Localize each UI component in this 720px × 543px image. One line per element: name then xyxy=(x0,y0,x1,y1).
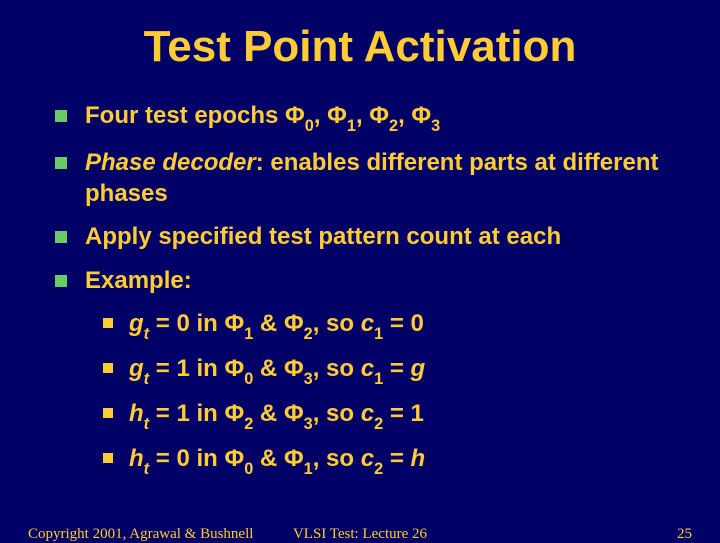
sub-bullet-icon xyxy=(103,318,113,328)
square-bullet-icon xyxy=(55,275,67,287)
sub-bullet-icon xyxy=(103,453,113,463)
square-bullet-icon xyxy=(55,231,67,243)
sub-text: ht = 1 in Φ2 & Φ3, so c2 = 1 xyxy=(129,398,424,433)
square-bullet-icon xyxy=(55,157,67,169)
footer-page-number: 25 xyxy=(677,526,692,543)
bullet-text: Apply specified test pattern count at ea… xyxy=(85,221,561,252)
sub-text: gt = 1 in Φ0 & Φ3, so c1 = g xyxy=(129,353,425,388)
sub-item: gt = 1 in Φ0 & Φ3, so c1 = g xyxy=(103,353,690,388)
bullet-text: Phase decoder: enables different parts a… xyxy=(85,147,690,209)
bullet-item: Apply specified test pattern count at ea… xyxy=(55,221,690,252)
sub-item: ht = 0 in Φ0 & Φ1, so c2 = h xyxy=(103,443,690,478)
sub-item: gt = 0 in Φ1 & Φ2, so c1 = 0 xyxy=(103,308,690,343)
bullet-text: Example: xyxy=(85,265,192,296)
sub-bullet-icon xyxy=(103,408,113,418)
square-bullet-icon xyxy=(55,110,67,122)
sub-list: gt = 0 in Φ1 & Φ2, so c1 = 0 gt = 1 in Φ… xyxy=(55,308,690,478)
bullet-item: Four test epochs Φ0, Φ1, Φ2, Φ3 xyxy=(55,100,690,135)
sub-text: ht = 0 in Φ0 & Φ1, so c2 = h xyxy=(129,443,425,478)
sub-item: ht = 1 in Φ2 & Φ3, so c2 = 1 xyxy=(103,398,690,433)
slide-content: Four test epochs Φ0, Φ1, Φ2, Φ3 Phase de… xyxy=(0,100,720,478)
bullet-item: Example: xyxy=(55,265,690,296)
slide-title: Test Point Activation xyxy=(0,0,720,100)
sub-text: gt = 0 in Φ1 & Φ2, so c1 = 0 xyxy=(129,308,424,343)
bullet-text: Four test epochs Φ0, Φ1, Φ2, Φ3 xyxy=(85,100,440,135)
footer-lecture: VLSI Test: Lecture 26 xyxy=(293,526,427,543)
footer-copyright: Copyright 2001, Agrawal & Bushnell xyxy=(28,526,253,543)
sub-bullet-icon xyxy=(103,363,113,373)
bullet-item: Phase decoder: enables different parts a… xyxy=(55,147,690,209)
